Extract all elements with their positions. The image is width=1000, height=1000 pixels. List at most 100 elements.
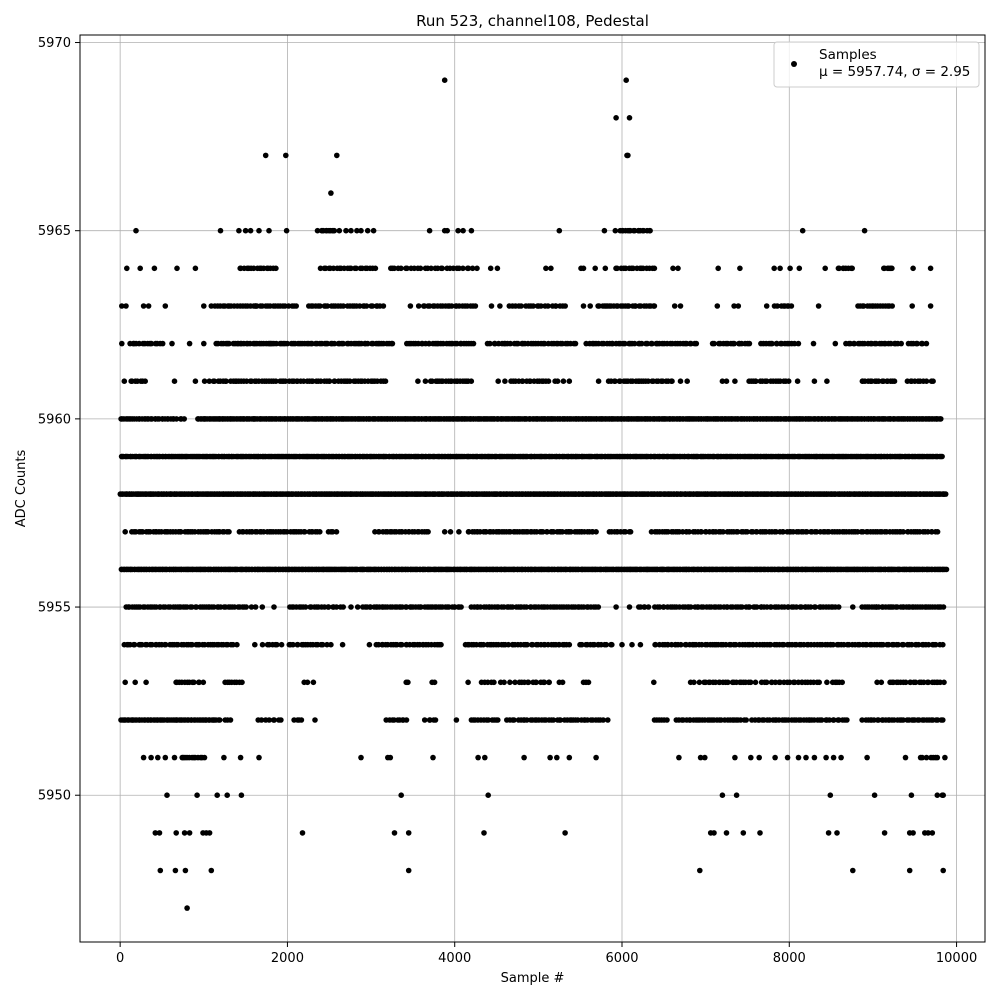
data-point xyxy=(145,303,152,309)
data-point xyxy=(844,717,850,723)
data-point xyxy=(331,340,338,347)
data-point xyxy=(595,378,602,385)
data-point xyxy=(566,641,573,648)
data-point xyxy=(405,867,412,874)
data-point xyxy=(538,303,544,309)
data-point xyxy=(910,830,916,836)
data-point xyxy=(824,378,830,385)
data-point xyxy=(595,604,602,610)
data-point xyxy=(626,604,633,610)
data-point xyxy=(702,754,708,761)
data-point xyxy=(804,529,810,535)
data-point xyxy=(623,77,629,83)
data-point xyxy=(460,227,466,234)
data-point xyxy=(282,378,289,385)
data-point xyxy=(546,679,552,686)
data-point xyxy=(587,303,593,309)
data-point xyxy=(159,340,166,347)
data-point xyxy=(839,679,845,686)
data-point xyxy=(664,717,670,723)
data-point xyxy=(122,679,128,686)
data-point xyxy=(348,604,354,610)
data-point xyxy=(460,265,466,272)
data-point xyxy=(671,303,678,309)
data-point xyxy=(271,604,277,610)
data-point xyxy=(912,679,919,686)
data-point xyxy=(182,867,189,874)
data-point xyxy=(619,641,625,648)
data-point xyxy=(925,830,931,836)
data-point xyxy=(325,604,332,610)
data-point xyxy=(444,227,451,234)
data-point xyxy=(474,265,480,272)
data-point xyxy=(448,303,455,309)
data-point xyxy=(932,754,939,761)
data-point xyxy=(211,378,218,385)
data-point xyxy=(140,303,147,309)
data-point xyxy=(826,717,833,723)
data-point xyxy=(927,303,934,309)
data-point xyxy=(438,641,444,648)
data-point xyxy=(358,227,364,234)
data-point xyxy=(509,604,516,610)
data-point xyxy=(579,641,585,648)
data-point xyxy=(613,115,619,121)
data-point xyxy=(181,830,188,836)
data-point xyxy=(278,641,285,648)
data-point xyxy=(151,265,158,272)
data-point xyxy=(324,641,330,648)
data-point xyxy=(723,830,730,836)
data-point xyxy=(439,265,446,272)
data-point xyxy=(919,754,925,761)
data-point xyxy=(456,529,462,535)
data-point xyxy=(417,265,424,272)
data-point xyxy=(670,265,676,272)
data-point xyxy=(756,754,762,761)
data-point xyxy=(832,340,839,347)
data-point xyxy=(214,792,220,798)
data-point xyxy=(649,340,655,347)
data-point xyxy=(929,830,936,836)
data-point xyxy=(735,303,742,309)
data-point xyxy=(878,679,885,686)
data-point xyxy=(559,679,566,686)
data-point xyxy=(562,303,568,309)
data-point xyxy=(725,679,731,686)
data-point xyxy=(816,679,822,686)
data-point xyxy=(784,754,791,761)
data-point xyxy=(465,265,472,272)
data-point xyxy=(557,717,564,723)
data-point xyxy=(631,340,638,347)
data-point xyxy=(938,416,944,422)
data-point xyxy=(239,679,245,686)
data-point xyxy=(849,265,855,272)
data-point xyxy=(881,830,888,836)
data-point xyxy=(189,641,195,648)
data-point xyxy=(580,265,587,272)
data-point xyxy=(647,227,653,234)
data-point xyxy=(600,717,606,723)
data-point xyxy=(676,754,682,761)
data-point xyxy=(363,303,370,309)
data-point xyxy=(201,340,207,347)
data-point xyxy=(720,529,726,535)
data-point xyxy=(173,416,180,422)
data-point xyxy=(530,303,536,309)
data-point xyxy=(369,303,376,309)
data-point xyxy=(501,679,507,686)
data-point xyxy=(224,792,230,798)
data-point xyxy=(794,378,801,385)
data-point xyxy=(133,227,139,234)
data-point xyxy=(404,265,410,272)
data-point xyxy=(470,340,477,347)
data-point xyxy=(173,830,179,836)
data-point xyxy=(603,641,610,648)
data-point xyxy=(302,529,308,535)
x-tick-label: 6000 xyxy=(605,951,638,966)
data-point xyxy=(669,378,675,385)
data-point xyxy=(543,265,549,272)
data-point xyxy=(494,265,501,272)
data-point xyxy=(317,265,324,272)
data-point xyxy=(545,303,551,309)
data-point xyxy=(480,641,487,648)
